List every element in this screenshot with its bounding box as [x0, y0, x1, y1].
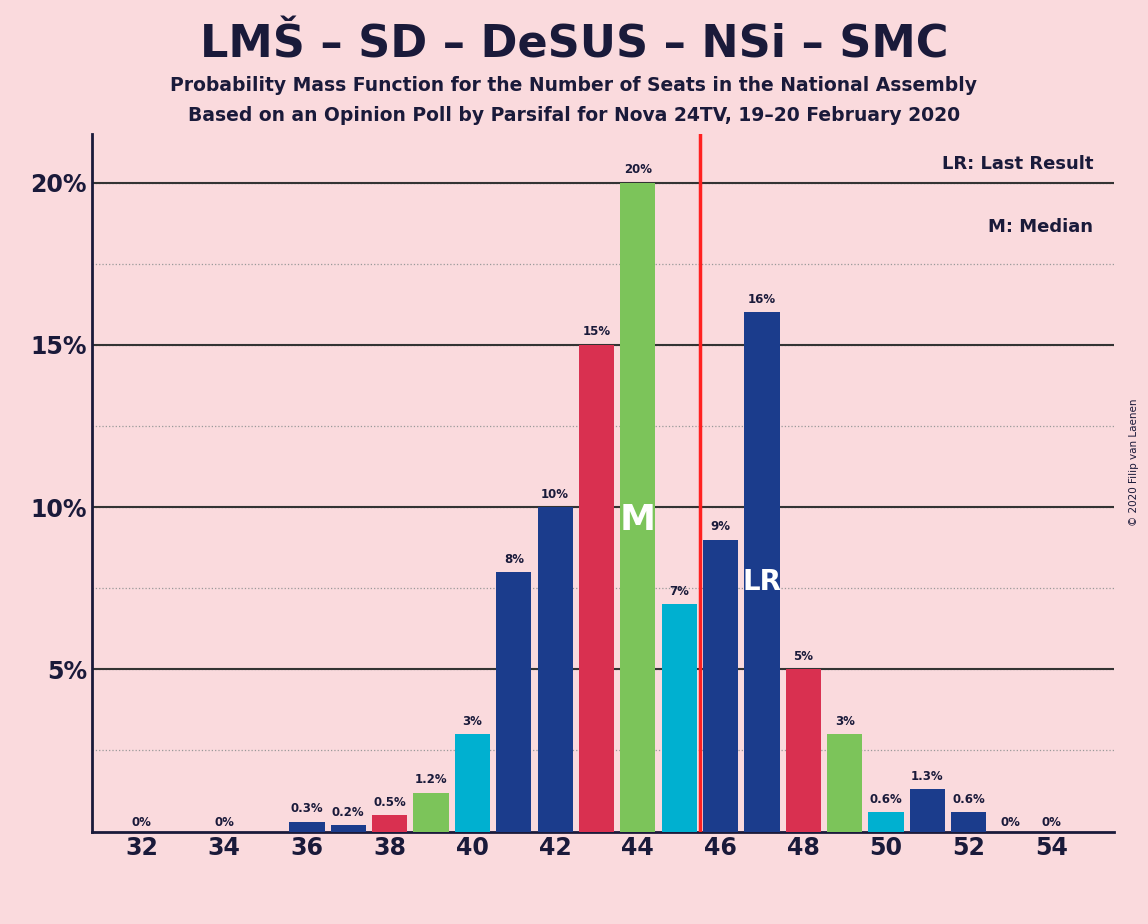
Text: 1.2%: 1.2% — [414, 773, 448, 786]
Text: 10%: 10% — [541, 488, 569, 501]
Text: 16%: 16% — [747, 293, 776, 306]
Bar — [537, 507, 573, 832]
Text: LR: Last Result: LR: Last Result — [941, 155, 1093, 173]
Text: M: M — [620, 503, 656, 537]
Bar — [910, 789, 945, 832]
Text: 0.3%: 0.3% — [290, 802, 324, 815]
Text: 5%: 5% — [793, 650, 813, 663]
Bar — [827, 735, 862, 832]
Text: 7%: 7% — [669, 585, 689, 598]
Text: 0%: 0% — [1041, 816, 1062, 829]
Bar — [620, 183, 656, 832]
Text: 0.6%: 0.6% — [953, 793, 985, 806]
Bar — [372, 815, 408, 832]
Bar — [744, 312, 779, 832]
Text: Probability Mass Function for the Number of Seats in the National Assembly: Probability Mass Function for the Number… — [171, 76, 977, 95]
Bar — [785, 669, 821, 832]
Text: 0.6%: 0.6% — [870, 793, 902, 806]
Text: 3%: 3% — [463, 715, 482, 728]
Bar — [289, 821, 325, 832]
Text: 0%: 0% — [1000, 816, 1021, 829]
Text: 15%: 15% — [582, 325, 611, 338]
Bar — [661, 604, 697, 832]
Text: 9%: 9% — [711, 520, 730, 533]
Text: 0.5%: 0.5% — [373, 796, 406, 808]
Bar — [869, 812, 903, 832]
Bar — [496, 572, 532, 832]
Bar — [952, 812, 986, 832]
Text: 0.2%: 0.2% — [332, 806, 365, 819]
Text: M: Median: M: Median — [988, 218, 1093, 236]
Text: © 2020 Filip van Laenen: © 2020 Filip van Laenen — [1130, 398, 1139, 526]
Bar — [413, 793, 449, 832]
Text: 0%: 0% — [215, 816, 234, 829]
Text: 1.3%: 1.3% — [912, 770, 944, 783]
Bar — [331, 825, 366, 832]
Text: LR: LR — [743, 568, 782, 596]
Text: 0%: 0% — [132, 816, 152, 829]
Bar — [455, 735, 490, 832]
Text: 20%: 20% — [623, 164, 652, 176]
Text: Based on an Opinion Poll by Parsifal for Nova 24TV, 19–20 February 2020: Based on an Opinion Poll by Parsifal for… — [188, 106, 960, 126]
Bar — [579, 345, 614, 832]
Text: 3%: 3% — [835, 715, 854, 728]
Bar — [703, 540, 738, 832]
Text: LMŠ – SD – DeSUS – NSi – SMC: LMŠ – SD – DeSUS – NSi – SMC — [200, 23, 948, 67]
Text: 8%: 8% — [504, 553, 523, 565]
